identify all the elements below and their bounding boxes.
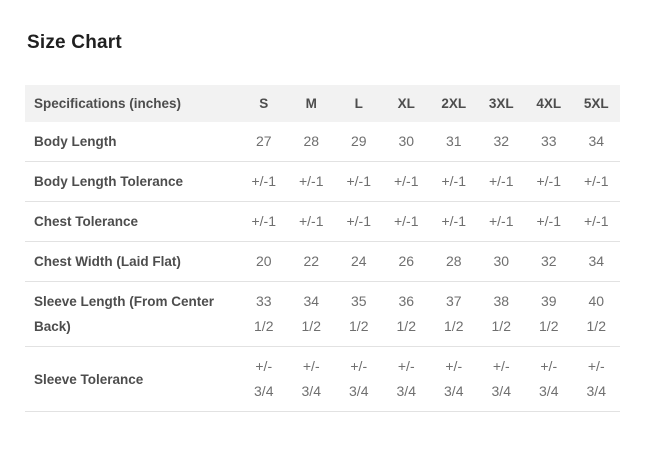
size-value-cell: 36 1/2 [396,293,416,334]
size-value-cell: 32 [540,253,557,269]
row-label: Body Length Tolerance [34,174,184,189]
size-value-cell: 29 [350,133,367,149]
size-value-cell: +/- 3/4 [301,358,321,399]
size-value-cell: 35 1/2 [349,293,369,334]
table-row: Chest Width (Laid Flat) 20 22 24 26 28 3… [25,242,620,282]
size-value-cell: +/-1 [393,173,419,189]
size-value-cell: +/- 3/4 [349,358,369,399]
size-value-cell: 28 [303,133,320,149]
size-value-cell: 24 [350,253,367,269]
size-value-cell: 27 [255,133,272,149]
column-header-4xl: 4XL [525,85,573,122]
column-header-specifications: Specifications (inches) [25,85,240,122]
page: { "title": "Size Chart", "table": { "hea… [0,31,645,468]
size-value-cell: 37 1/2 [444,293,464,334]
size-value-cell: 31 [445,133,462,149]
column-header-s: S [240,85,288,122]
size-value-cell: +/-1 [298,173,324,189]
size-value-cell: +/-1 [583,173,609,189]
column-header-3xl: 3XL [477,85,525,122]
size-value-cell: +/-1 [583,213,609,229]
row-label: Sleeve Length (From Center Back) [34,294,215,334]
size-value-cell: 40 1/2 [586,293,606,334]
size-value-cell: 34 [588,253,605,269]
size-value-cell: 38 1/2 [491,293,511,334]
size-value-cell: +/-1 [251,213,276,229]
page-title: Size Chart [27,32,122,53]
size-value-cell: 34 1/2 [301,293,321,334]
size-value-cell: +/-1 [536,173,561,189]
size-value-cell: +/- 3/4 [444,358,464,399]
size-value-cell: 20 [255,253,272,269]
size-value-cell: +/-1 [393,213,419,229]
size-value-cell: +/-1 [488,213,514,229]
table-row: Sleeve Tolerance +/- 3/4 +/- 3/4 +/- 3/4… [25,347,620,412]
column-header-5xl: 5XL [572,85,620,122]
size-value-cell: +/-1 [441,213,466,229]
size-value-cell: +/-1 [346,173,371,189]
table-row: Sleeve Length (From Center Back) 33 1/2 … [25,282,620,347]
row-label: Chest Tolerance [34,214,139,229]
size-value-cell: 33 1/2 [254,293,274,334]
size-value-cell: +/-1 [488,173,514,189]
table-row: Body Length Tolerance +/-1 +/-1 +/-1 +/-… [25,162,620,202]
size-value-cell: +/-1 [298,213,324,229]
size-value-cell: 30 [493,253,510,269]
size-chart-table: Specifications (inches) S M L XL 2XL 3XL… [25,85,620,412]
size-value-cell: 39 1/2 [539,293,559,334]
size-value-cell: +/- 3/4 [586,358,606,399]
table-header-row: Specifications (inches) S M L XL 2XL 3XL… [25,85,620,122]
table-row: Body Length 27 28 29 30 31 32 33 34 [25,122,620,162]
column-header-2xl: 2XL [430,85,478,122]
row-label: Sleeve Tolerance [34,371,144,387]
size-value-cell: 33 [540,133,557,149]
row-label: Body Length [34,134,117,149]
size-value-cell: +/-1 [251,173,276,189]
size-value-cell: +/- 3/4 [254,358,274,399]
size-value-cell: +/- 3/4 [491,358,511,399]
size-value-cell: +/- 3/4 [539,358,559,399]
size-value-cell: 32 [493,133,510,149]
size-value-cell: 22 [303,253,320,269]
size-value-cell: 34 [588,133,605,149]
table-row: Chest Tolerance +/-1 +/-1 +/-1 +/-1 +/-1… [25,202,620,242]
size-value-cell: +/- 3/4 [396,358,416,399]
size-value-cell: 30 [398,133,415,149]
size-value-cell: +/-1 [346,213,371,229]
size-value-cell: 28 [445,253,462,269]
row-label: Chest Width (Laid Flat) [34,254,181,269]
column-header-l: L [335,85,383,122]
size-chart-section: Size Chart Specifications (inches) S M L… [0,31,645,412]
column-header-m: M [287,85,335,122]
size-value-cell: +/-1 [536,213,561,229]
size-value-cell: 26 [398,253,415,269]
size-value-cell: +/-1 [441,173,466,189]
column-header-xl: XL [382,85,430,122]
